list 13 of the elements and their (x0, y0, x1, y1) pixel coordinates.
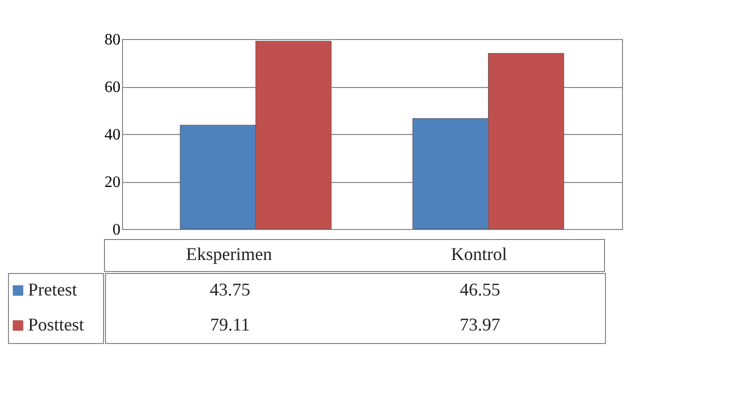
y-tick-label: 60 (104, 79, 120, 96)
x-tick-label: Kontrol (451, 244, 507, 264)
y-tick-label: 20 (104, 174, 120, 191)
legend-label: Pretest (28, 280, 77, 300)
y-tick-label: 0 (112, 222, 120, 238)
y-tick-label: 80 (104, 32, 120, 48)
data-label: 43.75 (210, 280, 250, 300)
y-tick-label: 40 (104, 126, 120, 144)
data-label: 73.97 (460, 314, 500, 334)
data-label: 79.11 (210, 314, 250, 334)
data-label: 46.55 (460, 280, 500, 300)
legend-label: Posttest (28, 314, 84, 334)
x-tick-label: Eksperimen (186, 244, 272, 264)
